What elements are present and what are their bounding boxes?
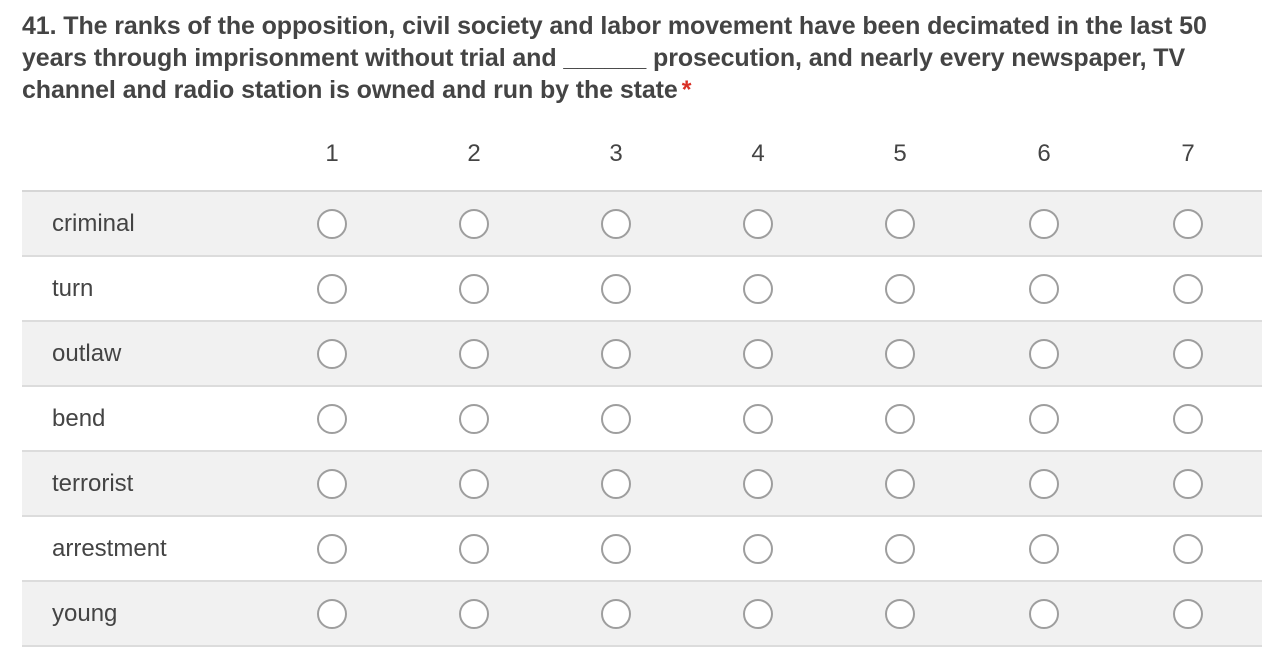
grid-row-bend: bend [22, 387, 1262, 452]
radio-arrestment-3[interactable] [601, 534, 631, 564]
radio-criminal-3[interactable] [601, 209, 631, 239]
column-label-1: 1 [325, 140, 339, 167]
radio-bend-5[interactable] [885, 404, 915, 434]
radio-criminal-7[interactable] [1173, 209, 1203, 239]
radio-bend-7[interactable] [1173, 404, 1203, 434]
radio-terrorist-4[interactable] [743, 469, 773, 499]
row-label: outlaw [52, 340, 122, 367]
radio-outlaw-7[interactable] [1173, 339, 1203, 369]
radio-bend-6[interactable] [1029, 404, 1059, 434]
radio-arrestment-6[interactable] [1029, 534, 1059, 564]
column-label-7: 7 [1181, 140, 1195, 167]
row-label: criminal [52, 210, 135, 237]
column-label-2: 2 [467, 140, 481, 167]
radio-terrorist-1[interactable] [317, 469, 347, 499]
radio-young-4[interactable] [743, 599, 773, 629]
radio-arrestment-4[interactable] [743, 534, 773, 564]
grid-row-turn: turn [22, 257, 1262, 322]
column-label-5: 5 [893, 140, 907, 167]
radio-turn-6[interactable] [1029, 274, 1059, 304]
radio-criminal-2[interactable] [459, 209, 489, 239]
radio-outlaw-6[interactable] [1029, 339, 1059, 369]
column-label-4: 4 [751, 140, 765, 167]
radio-bend-2[interactable] [459, 404, 489, 434]
radio-young-5[interactable] [885, 599, 915, 629]
radio-criminal-4[interactable] [743, 209, 773, 239]
grid-row-young: young [22, 582, 1262, 647]
radio-criminal-5[interactable] [885, 209, 915, 239]
radio-turn-1[interactable] [317, 274, 347, 304]
row-label: young [52, 600, 118, 627]
row-label: bend [52, 405, 106, 432]
grid-row-terrorist: terrorist [22, 452, 1262, 517]
radio-young-1[interactable] [317, 599, 347, 629]
radio-turn-2[interactable] [459, 274, 489, 304]
radio-turn-3[interactable] [601, 274, 631, 304]
radio-terrorist-7[interactable] [1173, 469, 1203, 499]
grid-row-outlaw: outlaw [22, 322, 1262, 387]
radio-bend-1[interactable] [317, 404, 347, 434]
radio-terrorist-2[interactable] [459, 469, 489, 499]
question-text: 41. The ranks of the opposition, civil s… [22, 12, 1207, 104]
radio-outlaw-3[interactable] [601, 339, 631, 369]
radio-criminal-6[interactable] [1029, 209, 1059, 239]
radio-turn-7[interactable] [1173, 274, 1203, 304]
radio-bend-3[interactable] [601, 404, 631, 434]
column-label-3: 3 [609, 140, 623, 167]
radio-young-2[interactable] [459, 599, 489, 629]
radio-terrorist-5[interactable] [885, 469, 915, 499]
choice-grid: 1 2 3 4 5 6 7 criminal turn outlaw bend terrorist a… [22, 126, 1262, 647]
row-label: terrorist [52, 470, 134, 497]
radio-young-7[interactable] [1173, 599, 1203, 629]
question-title: 41. The ranks of the opposition, civil s… [22, 10, 1262, 106]
radio-young-6[interactable] [1029, 599, 1059, 629]
radio-young-3[interactable] [601, 599, 631, 629]
radio-bend-4[interactable] [743, 404, 773, 434]
radio-outlaw-1[interactable] [317, 339, 347, 369]
radio-arrestment-2[interactable] [459, 534, 489, 564]
radio-arrestment-1[interactable] [317, 534, 347, 564]
required-marker: * [681, 76, 692, 104]
radio-outlaw-4[interactable] [743, 339, 773, 369]
row-label: arrestment [52, 535, 167, 562]
radio-turn-4[interactable] [743, 274, 773, 304]
radio-terrorist-3[interactable] [601, 469, 631, 499]
radio-arrestment-5[interactable] [885, 534, 915, 564]
radio-outlaw-5[interactable] [885, 339, 915, 369]
row-label: turn [52, 275, 94, 302]
radio-outlaw-2[interactable] [459, 339, 489, 369]
grid-row-criminal: criminal [22, 192, 1262, 257]
grid-header: 1 2 3 4 5 6 7 [22, 126, 1262, 192]
radio-turn-5[interactable] [885, 274, 915, 304]
column-label-6: 6 [1037, 140, 1051, 167]
radio-terrorist-6[interactable] [1029, 469, 1059, 499]
radio-arrestment-7[interactable] [1173, 534, 1203, 564]
radio-criminal-1[interactable] [317, 209, 347, 239]
grid-row-arrestment: arrestment [22, 517, 1262, 582]
